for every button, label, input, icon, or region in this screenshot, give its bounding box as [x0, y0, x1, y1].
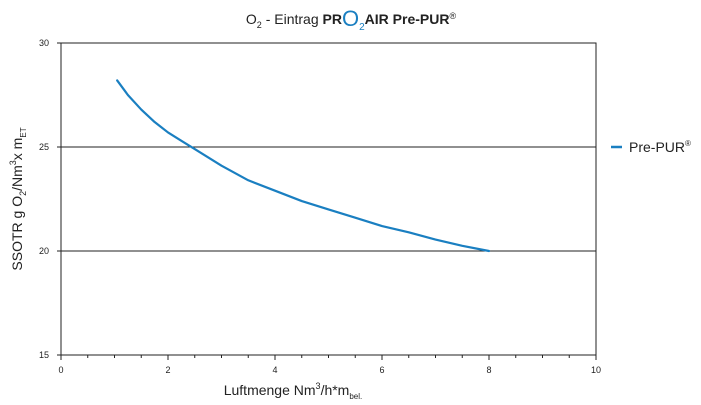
title-logo-sub: 2 — [359, 22, 365, 33]
title-rest: AIR Pre-PUR — [365, 11, 450, 27]
y-tick-label: 25 — [39, 142, 49, 152]
title-logo-o: O — [342, 6, 359, 31]
gridlines — [61, 146, 596, 252]
y-axis-label: SSOTR g O2/Nm3x mET — [8, 127, 28, 270]
x-tick-label: 8 — [486, 365, 491, 375]
tick-labels: 15 20 25 30 0 2 4 6 8 10 — [39, 38, 601, 375]
y-label-sub2: ET — [19, 127, 28, 137]
y-label-sub1: 2 — [18, 191, 28, 196]
legend-series-name: Pre-PUR — [629, 139, 685, 155]
x-axis-label: Luftmenge Nm3/h*mbel. — [224, 381, 363, 401]
x-tick-label: 10 — [591, 365, 601, 375]
x-label-sup: 3 — [316, 381, 321, 391]
plot-frame — [60, 42, 597, 356]
chart-title: O2 - Eintrag PRO2AIR Pre-PUR® — [246, 6, 457, 33]
x-tick-label: 2 — [165, 365, 170, 375]
legend: Pre-PUR® — [611, 139, 691, 155]
y-tick-label: 15 — [39, 350, 49, 360]
axis-ticks — [57, 42, 597, 360]
x-tick-label: 4 — [272, 365, 277, 375]
series-layer — [116, 79, 491, 253]
y-tick-label: 20 — [39, 246, 49, 256]
title-o: O — [246, 11, 257, 27]
legend-label: Pre-PUR® — [629, 139, 691, 155]
y-label-sup: 3 — [8, 160, 18, 165]
title-reg: ® — [449, 11, 456, 21]
x-label-main: Luftmenge Nm — [224, 382, 316, 398]
y-tick-label: 30 — [39, 38, 49, 48]
y-label-mid: /Nm — [9, 165, 25, 191]
y-label-mid2: x m — [9, 138, 25, 161]
x-label-mid: /h*m — [321, 382, 350, 398]
legend-series-sup: ® — [685, 139, 691, 148]
y-label-main: SSOTR g O — [9, 196, 25, 271]
title-eintrag: - Eintrag — [262, 11, 323, 27]
x-label-sub: bel. — [349, 392, 362, 401]
x-tick-label: 6 — [379, 365, 384, 375]
title-pr: PR — [323, 11, 342, 27]
title-o-sub: 2 — [257, 20, 262, 30]
series-line-pre-pur — [116, 79, 491, 253]
x-tick-label: 0 — [58, 365, 63, 375]
